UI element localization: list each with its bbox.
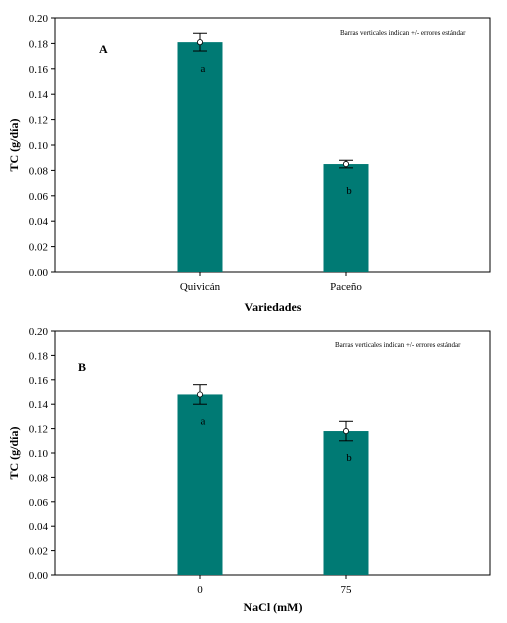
panel-b-xlabel: NaCl (mM) (244, 600, 303, 614)
panel-a-significance-letter: b (346, 185, 352, 197)
panel-b-note: Barras verticales indican +/- errores es… (335, 341, 461, 349)
panel-b-ytick-label: 0.16 (29, 375, 49, 387)
panel-b-ytick-label: 0.18 (29, 350, 49, 362)
panel-b-bar (177, 394, 223, 575)
panel-b-letter: B (78, 360, 86, 374)
panel-b-ytick-label: 0.20 (29, 326, 49, 338)
panel-a-note: Barras verticales indican +/- errores es… (340, 29, 466, 37)
panel-a-bar (177, 42, 223, 272)
panel-b-frame (54, 330, 491, 576)
panel-a-ytick-label: 0.06 (29, 191, 49, 203)
panel-a-ytick-label: 0.18 (29, 38, 49, 50)
panel-a-ytick-label: 0.00 (29, 267, 49, 279)
panel-b-ytick-label: 0.04 (29, 521, 49, 533)
panel-b-bar (323, 431, 369, 575)
panel-a-xlabel: Variedades (245, 300, 302, 314)
panel-b-mean-point (196, 391, 203, 398)
panel-a-ylabel: TC (g/día) (7, 118, 21, 171)
panel-b-ytick-label: 0.06 (29, 497, 49, 509)
panel-a-ytick-label: 0.16 (29, 64, 49, 76)
panel-a-ytick-label: 0.12 (29, 115, 48, 127)
panel-a-ytick-label: 0.14 (29, 89, 49, 101)
panel-b-xtick-label: 0 (197, 584, 203, 596)
panel-a-letter: A (99, 42, 108, 56)
panel-b-ytick-label: 0.10 (29, 448, 49, 460)
panel-a-mean-point (196, 39, 203, 46)
panel-a-ytick-label: 0.20 (29, 13, 49, 25)
panel-a-ytick-label: 0.02 (29, 242, 48, 254)
panel-b-ytick-label: 0.08 (29, 472, 49, 484)
panel-a-plot: 0.00 0.02 0.04 0.06 0.08 0.10 0.12 0.14 0.16 0.18… (29, 13, 491, 293)
panel-a-significance-letter: a (201, 63, 206, 75)
panel-a-frame (54, 17, 491, 273)
panel-a-ytick-label: 0.04 (29, 216, 49, 228)
panel-b-significance-letter: a (201, 415, 206, 427)
panel-b-ylabel: TC (g/día) (7, 426, 21, 479)
panel-a-mean-point (342, 161, 349, 168)
panel-a-ytick-label: 0.08 (29, 165, 49, 177)
panel-b-xtick-label: 75 (341, 584, 353, 596)
panel-a-bar (323, 164, 369, 272)
panel-a-xtick-label: Quivicán (180, 281, 221, 293)
panel-b-plot: 0.00 0.02 0.04 0.06 0.08 0.10 0.12 0.14 0.16 0.18… (29, 326, 491, 596)
panel-b-ytick-label: 0.00 (29, 570, 49, 582)
panel-a-ytick-label: 0.10 (29, 140, 49, 152)
panel-b-mean-point (342, 428, 349, 435)
panel-b-ytick-label: 0.12 (29, 424, 48, 436)
panel-a-xtick-label: Paceño (330, 281, 362, 293)
panel-b-ytick-label: 0.14 (29, 399, 49, 411)
panel-b-ytick-label: 0.02 (29, 546, 48, 558)
panel-b-significance-letter: b (346, 452, 352, 464)
